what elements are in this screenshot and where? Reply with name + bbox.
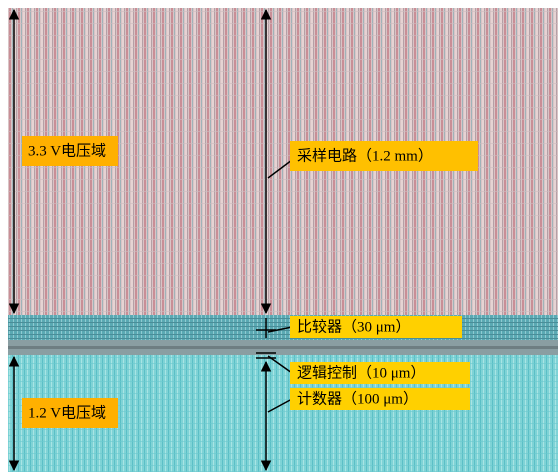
layout-screenshot: 3.3 V电压域 1.2 V电压域 采样电路（1.2 mm） 比较器（30 μm… [0, 0, 558, 472]
block-label: 采样电路（1.2 mm） [297, 147, 433, 164]
comparator-region [8, 315, 558, 340]
logic-line [8, 346, 558, 349]
block-label: 逻辑控制（10 μm） [297, 364, 425, 381]
block-label: 计数器（100 μm） [297, 390, 418, 407]
domain-label: 3.3 V电压域 [28, 142, 106, 159]
domain-label: 1.2 V电压域 [28, 404, 106, 421]
block-label: 比较器（30 μm） [297, 317, 410, 335]
